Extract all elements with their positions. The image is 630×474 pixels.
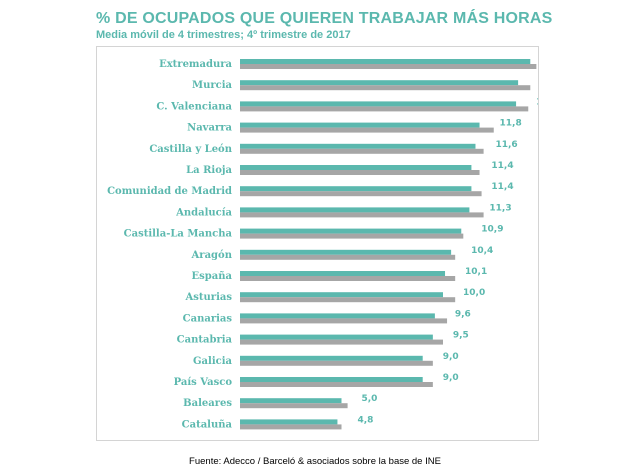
value-label: 9,0 [443, 373, 459, 383]
category-label: Murcia [192, 80, 232, 91]
bar-secondary [240, 127, 494, 133]
bar-primary [240, 59, 531, 64]
category-label: C. Valenciana [156, 101, 232, 112]
chart-area: Extremadura14,3Murcia13,7C. Valenciana13… [96, 46, 539, 441]
bar-primary [240, 271, 446, 276]
category-label: Extremadura [159, 59, 232, 70]
category-label: Navarra [187, 123, 232, 134]
bar-secondary [240, 233, 464, 239]
bar-secondary [240, 339, 443, 345]
chart-title: % DE OCUPADOS QUE QUIEREN TRABAJAR MÁS H… [96, 10, 553, 27]
bar-secondary [240, 297, 456, 303]
bar-chart: Extremadura14,3Murcia13,7C. Valenciana13… [107, 59, 538, 430]
category-label: Comunidad de Madrid [107, 186, 232, 197]
bar-secondary [240, 382, 433, 387]
bar-primary [240, 122, 480, 128]
bar-secondary [240, 85, 531, 91]
bar-secondary [240, 64, 537, 69]
bar-secondary [240, 360, 433, 366]
bar-primary [240, 249, 452, 255]
chart-subtitle: Media móvil de 4 trimestres; 4º trimestr… [96, 29, 351, 41]
bar-primary [240, 80, 519, 86]
bar-primary [240, 228, 462, 234]
value-label: 9,6 [455, 309, 471, 319]
bar-secondary [240, 403, 348, 409]
value-label: 4,8 [357, 415, 373, 425]
category-label: La Rioja [186, 165, 232, 176]
category-label: Cataluña [182, 419, 233, 430]
category-label: Asturias [185, 292, 233, 303]
category-label: Castilla y León [149, 144, 232, 155]
category-label: País Vasco [174, 377, 233, 388]
value-label: 13,6 [536, 97, 538, 107]
bar-secondary [240, 148, 484, 154]
bar-primary [240, 207, 470, 213]
bar-secondary [240, 424, 342, 430]
bar-primary [240, 334, 433, 340]
bar-secondary [240, 276, 456, 281]
bar-primary [240, 101, 517, 107]
value-label: 11,6 [495, 140, 517, 150]
category-label: Aragón [191, 250, 233, 261]
value-label: 11,3 [489, 203, 511, 213]
bar-primary [240, 355, 423, 361]
bar-secondary [240, 106, 529, 112]
category-label: Cantabria [177, 335, 233, 346]
value-label: 10,0 [463, 288, 485, 298]
bar-primary [240, 313, 435, 319]
bar-primary [240, 292, 443, 298]
value-label: 9,5 [453, 331, 469, 341]
source-note: Fuente: Adecco / Barceló & asociados sob… [189, 456, 441, 467]
value-label: 11,4 [491, 182, 513, 192]
bar-secondary [240, 254, 456, 260]
value-label: 11,8 [500, 119, 522, 129]
value-label: 5,0 [362, 394, 378, 404]
bar-primary [240, 398, 342, 404]
bar-primary [240, 419, 338, 425]
category-label: Andalucía [175, 207, 232, 218]
value-label: 10,9 [481, 225, 503, 235]
category-label: Castilla-La Mancha [124, 229, 233, 240]
bar-primary [240, 143, 476, 149]
value-label: 10,4 [471, 246, 493, 256]
category-label: España [192, 271, 233, 282]
bar-secondary [240, 212, 484, 218]
value-label: 9,0 [443, 352, 459, 362]
bar-secondary [240, 170, 480, 175]
bar-primary [240, 165, 472, 170]
bar-primary [240, 377, 423, 382]
bar-secondary [240, 318, 448, 324]
category-label: Canarias [183, 313, 233, 324]
category-label: Baleares [183, 398, 232, 409]
value-label: 10,1 [465, 267, 487, 277]
bar-secondary [240, 191, 482, 197]
bar-primary [240, 186, 472, 192]
value-label: 11,4 [491, 161, 513, 171]
category-label: Galicia [193, 356, 233, 367]
